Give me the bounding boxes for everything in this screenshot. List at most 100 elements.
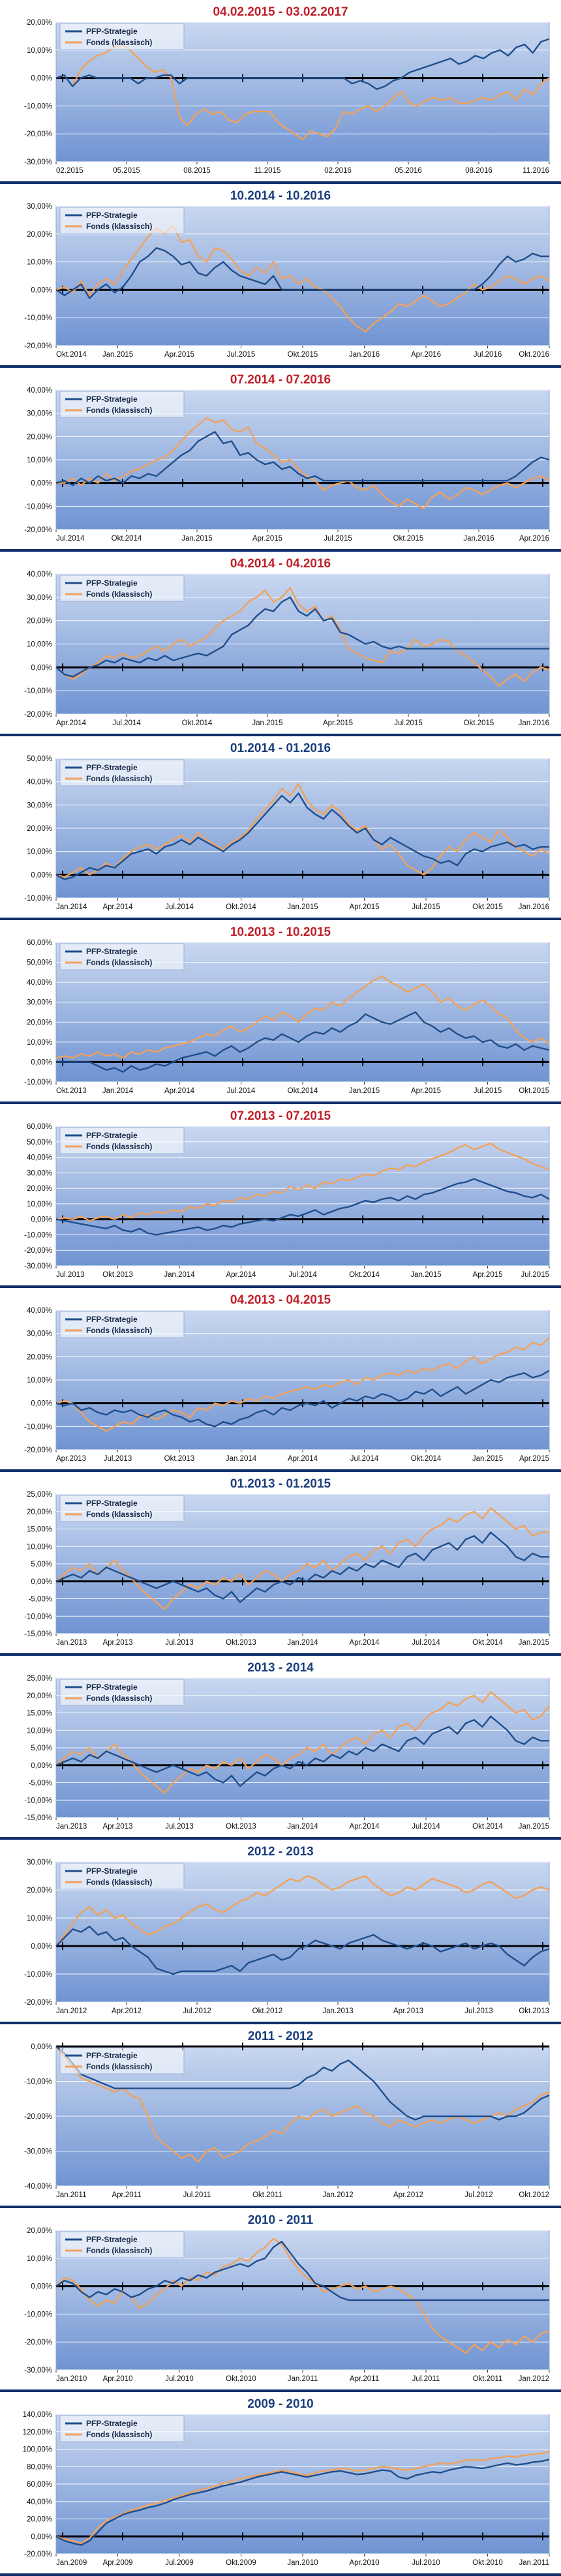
y-tick-label: 50,00% — [27, 755, 52, 763]
x-tick-label: Apr.2015 — [519, 1455, 549, 1463]
series-line-fonds-klassisch — [55, 587, 550, 687]
x-tick-label: Apr.2015 — [472, 1271, 502, 1279]
x-tick-label: Okt.2013 — [226, 1639, 256, 1647]
line-chart: 140,00% 120,00% 100,00% 80,00% 60,00% 40,00% 2… — [23, 2411, 550, 2567]
y-tick-label: 10,00% — [27, 641, 52, 649]
legend-label: PFP-Strategie — [86, 1131, 138, 1140]
y-tick-label: 100,00% — [23, 2446, 52, 2454]
legend-label: PFP-Strategie — [86, 1683, 138, 1692]
x-tick-label: Jan.2013 — [56, 1823, 87, 1831]
x-tick-label: Jan.2014 — [164, 1271, 195, 1279]
y-tick-label: 20,00% — [27, 1887, 52, 1895]
x-tick-label: Apr.2010 — [349, 2559, 379, 2567]
x-tick-label: Okt.2014 — [349, 1271, 380, 1279]
y-tick-label: 40,00% — [27, 779, 52, 786]
x-tick-label: Jul.2013 — [104, 1455, 132, 1463]
y-tick-label: 20,00% — [27, 1508, 52, 1516]
y-tick-label: 30,00% — [27, 801, 52, 809]
legend-label: Fonds (klassisch) — [86, 1142, 152, 1151]
chart-panel: 2013 - 2014 25,00% 20,00% 15,00% 10,00% 5,00%… — [0, 1656, 561, 1840]
x-tick-label: Okt.2013 — [102, 1271, 133, 1279]
y-tick-label: 10,00% — [27, 1039, 52, 1047]
series-line-pfp-strategie — [56, 1011, 550, 1073]
y-tick-label: 30,00% — [27, 1169, 52, 1177]
x-tick-label: Jul.2016 — [474, 351, 502, 359]
x-tick-label: Jul.2015 — [412, 903, 440, 911]
y-tick-label: 40,00% — [27, 1154, 52, 1162]
legend-label: Fonds (klassisch) — [86, 774, 152, 783]
legend-label: Fonds (klassisch) — [86, 1878, 152, 1887]
legend-label: PFP-Strategie — [86, 763, 138, 772]
legend-label: Fonds (klassisch) — [86, 1694, 152, 1703]
chart-panel: 07.2014 - 07.2016 40,00% 30,00% 20,00% 10,00… — [0, 368, 561, 552]
legend-label: Fonds (klassisch) — [86, 958, 152, 967]
y-tick-label: 60,00% — [27, 939, 52, 947]
y-tick-label: -10,00% — [24, 1971, 52, 1979]
x-tick-label: Apr.2015 — [349, 903, 379, 911]
x-tick-label: Apr.2014 — [226, 1271, 256, 1279]
x-tick-label: Apr.2012 — [393, 2191, 423, 2199]
x-tick-label: Okt.2015 — [393, 535, 424, 543]
y-tick-label: 60,00% — [27, 1123, 52, 1131]
y-tick-label: -20,00% — [24, 2113, 52, 2121]
y-tick-label: 10,00% — [27, 1915, 52, 1923]
x-tick-label: Apr.2014 — [56, 719, 87, 727]
x-tick-label: Jul.2011 — [412, 2375, 440, 2383]
x-tick-label: Apr.2009 — [102, 2559, 132, 2567]
y-tick-label: 0,00% — [31, 2043, 52, 2051]
x-tick-label: Okt.2015 — [288, 351, 318, 359]
chart-title: 07.2014 - 07.2016 — [230, 373, 331, 387]
x-tick-label: Jan.2014 — [102, 1087, 134, 1095]
y-tick-label: 10,00% — [27, 1201, 52, 1208]
y-tick-label: -20,00% — [24, 1446, 52, 1454]
chart-panel: 10.2013 - 10.2015 60,00% 50,00% 40,00% 30,00… — [0, 920, 561, 1104]
line-chart: 25,00% 20,00% 15,00% 10,00% 5,00% 0,00% -5,00%… — [24, 1675, 550, 1831]
x-tick-label: Jul.2014 — [288, 1271, 317, 1279]
y-tick-label: -30,00% — [24, 158, 52, 166]
legend — [59, 759, 185, 786]
series-line-pfp-strategie — [55, 2459, 550, 2546]
legend-label: Fonds (klassisch) — [86, 406, 152, 415]
chart-title: 2011 - 2012 — [247, 2029, 314, 2043]
x-tick-label: Okt.2010 — [472, 2559, 503, 2567]
x-tick-label: Jul.2014 — [412, 1823, 440, 1831]
y-tick-label: 20,00% — [27, 1019, 52, 1026]
line-chart: 60,00% 50,00% 40,00% 30,00% 20,00% 10,00% 0,00… — [24, 1123, 550, 1279]
x-tick-label: Jul.2012 — [464, 2191, 493, 2199]
x-tick-label: Jan.2010 — [56, 2375, 87, 2383]
x-tick-label: Jan.2012 — [519, 2375, 549, 2383]
x-tick-label: Apr.2011 — [112, 2191, 141, 2199]
chart-panel: 01.2014 - 01.2016 50,00% 40,00% 30,00% 20,00… — [0, 736, 561, 920]
x-tick-label: Okt.2010 — [226, 2375, 256, 2383]
series-line-fonds-klassisch — [55, 2238, 550, 2354]
y-tick-label: 5,00% — [31, 1561, 52, 1568]
y-tick-label: 0,00% — [31, 2533, 52, 2541]
x-tick-label: Jan.2012 — [56, 2007, 87, 2015]
y-tick-label: 0,00% — [31, 1943, 52, 1951]
x-tick-label: Apr.2013 — [56, 1455, 86, 1463]
x-tick-label: Apr.2012 — [112, 2007, 142, 2015]
x-tick-label: Okt.2014 — [411, 1455, 442, 1463]
x-tick-label: Apr.2013 — [393, 2007, 423, 2015]
x-tick-label: Jan.2015 — [287, 903, 318, 911]
x-tick-label: Apr.2014 — [288, 1455, 318, 1463]
y-tick-label: -20,00% — [24, 1999, 52, 2007]
x-tick-label: Jul.2014 — [56, 535, 85, 543]
series-line-fonds-klassisch — [55, 975, 550, 1059]
x-tick-label: Okt.2015 — [472, 903, 503, 911]
x-tick-label: Jan.2010 — [287, 2559, 318, 2567]
series-line-fonds-klassisch — [55, 1875, 550, 1947]
legend — [59, 1679, 185, 1706]
legend — [59, 207, 185, 234]
y-tick-label: 25,00% — [27, 1675, 52, 1683]
chart-panel: 10.2014 - 10.2016 30,00% 20,00% 10,00% 0,00%… — [0, 184, 561, 368]
x-tick-label: Okt.2015 — [464, 719, 494, 727]
series-line-fonds-klassisch — [55, 2451, 550, 2545]
legend — [59, 391, 185, 418]
x-tick-label: Jan.2015 — [519, 1823, 549, 1831]
chart-panel: 2010 - 2011 20,00% 10,00% 0,00% -10,00% -20,0… — [0, 2208, 561, 2392]
y-tick-label: 30,00% — [27, 594, 52, 602]
line-chart: 0,00% -10,00% -20,00% -30,00% -40,00% Jan.201… — [24, 2043, 550, 2199]
series-line-pfp-strategie — [55, 1531, 549, 1604]
y-tick-label: 10,00% — [27, 1543, 52, 1551]
